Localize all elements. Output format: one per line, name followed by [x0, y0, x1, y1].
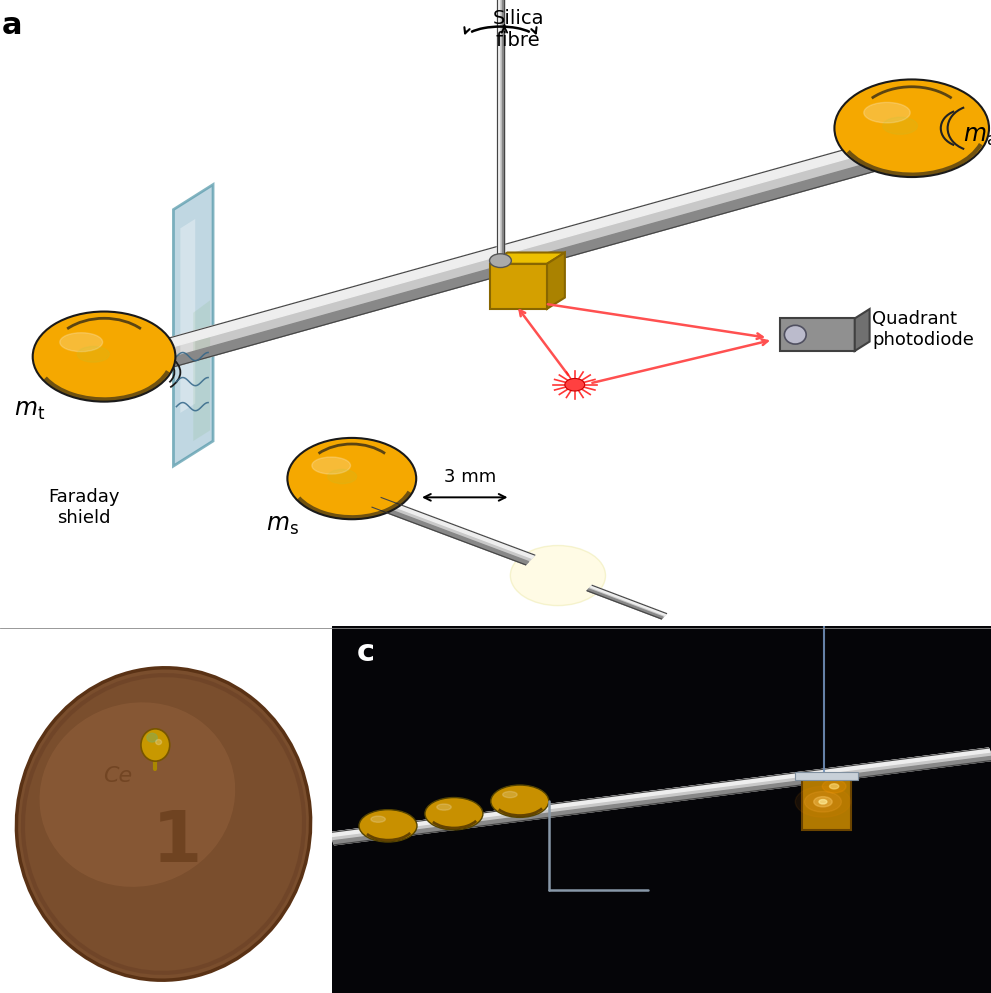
- Polygon shape: [372, 504, 528, 565]
- Polygon shape: [490, 252, 565, 264]
- Polygon shape: [854, 309, 870, 351]
- Polygon shape: [329, 748, 990, 836]
- Text: a: a: [2, 11, 23, 41]
- Text: Faraday
shield: Faraday shield: [49, 488, 120, 526]
- Text: $m_\mathrm{a}$: $m_\mathrm{a}$: [963, 124, 991, 148]
- Circle shape: [141, 729, 169, 762]
- Text: 1: 1: [152, 808, 202, 877]
- Ellipse shape: [59, 333, 103, 352]
- Ellipse shape: [156, 740, 162, 745]
- Ellipse shape: [437, 804, 451, 810]
- Text: $m_\mathrm{s}$: $m_\mathrm{s}$: [266, 513, 299, 537]
- Polygon shape: [329, 748, 991, 845]
- Circle shape: [819, 799, 826, 804]
- Text: Quadrant
photodiode: Quadrant photodiode: [872, 310, 974, 350]
- Text: 3 mm: 3 mm: [444, 468, 496, 487]
- Text: Silica
fibre: Silica fibre: [493, 9, 544, 51]
- Polygon shape: [80, 125, 950, 388]
- Polygon shape: [497, 0, 499, 260]
- Polygon shape: [501, 0, 504, 260]
- Circle shape: [510, 545, 606, 606]
- FancyBboxPatch shape: [795, 772, 857, 780]
- Text: $m_\mathrm{t}$: $m_\mathrm{t}$: [14, 398, 46, 422]
- Ellipse shape: [502, 791, 517, 797]
- Circle shape: [287, 438, 416, 519]
- Circle shape: [834, 79, 989, 177]
- Ellipse shape: [864, 102, 910, 123]
- Text: b: b: [12, 638, 33, 667]
- Ellipse shape: [371, 816, 385, 822]
- Circle shape: [491, 785, 549, 817]
- Ellipse shape: [77, 347, 109, 362]
- Polygon shape: [372, 497, 535, 565]
- Circle shape: [359, 809, 417, 842]
- Polygon shape: [379, 497, 535, 558]
- Circle shape: [490, 254, 511, 267]
- Ellipse shape: [785, 326, 807, 345]
- FancyBboxPatch shape: [781, 319, 854, 351]
- Polygon shape: [591, 585, 667, 616]
- Circle shape: [33, 312, 175, 401]
- Ellipse shape: [147, 733, 158, 742]
- Circle shape: [425, 797, 483, 830]
- Ellipse shape: [328, 470, 357, 484]
- Polygon shape: [547, 252, 565, 309]
- Polygon shape: [497, 0, 504, 260]
- Polygon shape: [80, 125, 938, 371]
- Circle shape: [829, 783, 838, 788]
- Polygon shape: [173, 185, 213, 466]
- Circle shape: [565, 378, 585, 391]
- Polygon shape: [92, 142, 950, 388]
- Text: c: c: [357, 638, 375, 667]
- FancyBboxPatch shape: [490, 264, 547, 309]
- Polygon shape: [180, 219, 195, 413]
- Polygon shape: [587, 585, 667, 619]
- Ellipse shape: [17, 667, 310, 980]
- Polygon shape: [587, 589, 663, 619]
- Polygon shape: [193, 300, 210, 441]
- Circle shape: [795, 786, 850, 817]
- Ellipse shape: [312, 457, 351, 474]
- Circle shape: [823, 780, 846, 793]
- Polygon shape: [333, 757, 991, 845]
- Text: Ce: Ce: [103, 767, 133, 786]
- FancyBboxPatch shape: [802, 776, 851, 830]
- Circle shape: [814, 796, 832, 807]
- Ellipse shape: [883, 117, 918, 134]
- Ellipse shape: [40, 702, 235, 887]
- Circle shape: [805, 791, 841, 812]
